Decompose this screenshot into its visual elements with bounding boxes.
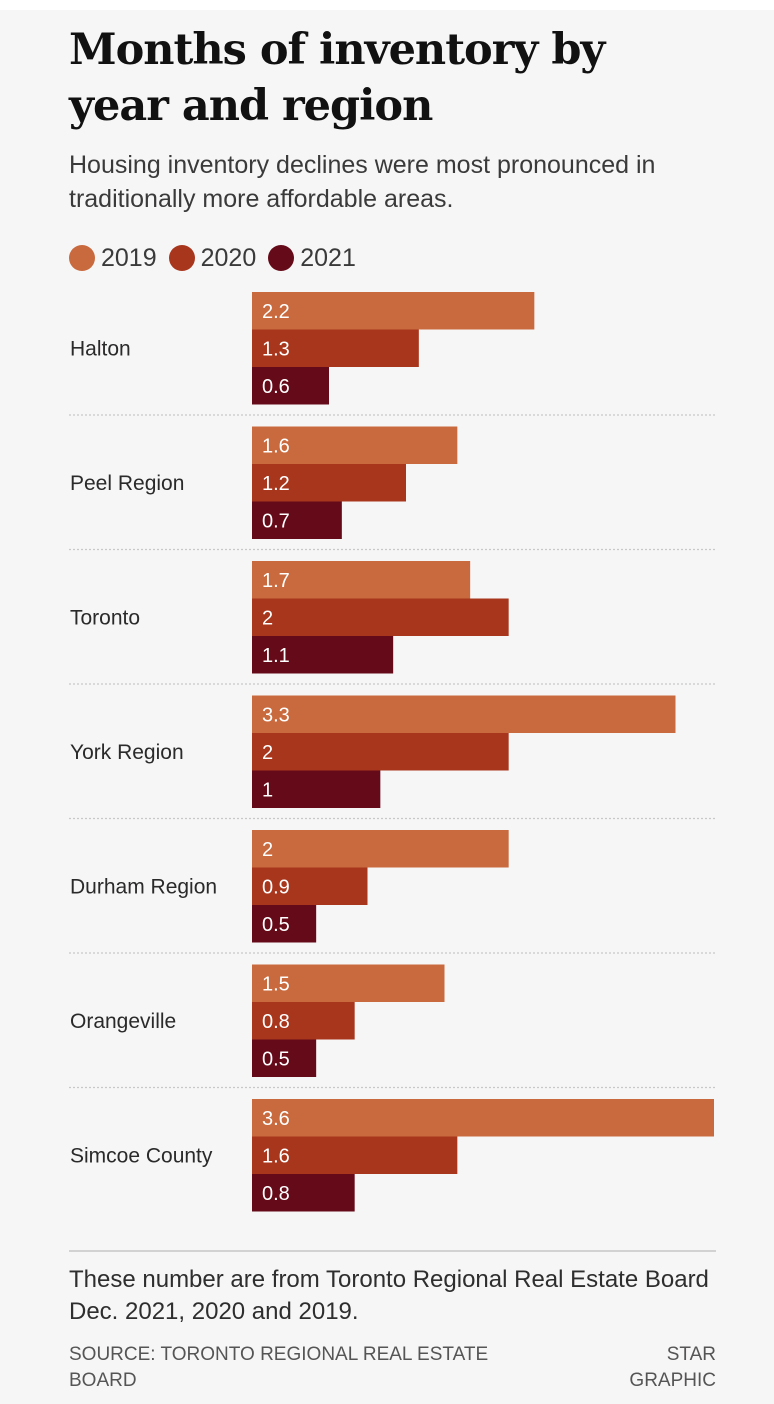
region-label: Peel Region — [70, 472, 184, 495]
bar-2021 — [252, 770, 381, 808]
chart-title: Months of inventory by year and region — [69, 25, 605, 131]
value-label-2020: 0.8 — [262, 1011, 290, 1033]
value-label-2020: 1.2 — [262, 473, 290, 495]
bar-2021 — [252, 905, 317, 943]
bar-2020 — [252, 329, 419, 367]
value-label-2019: 1.6 — [262, 435, 290, 457]
legend-item-2019: 2019 — [69, 244, 157, 273]
legend-swatch-2019 — [69, 245, 95, 271]
value-label-2019: 3.6 — [262, 1108, 290, 1130]
region-group-simcoe-county: Simcoe County 3.6 1.6 0.8 — [70, 1099, 714, 1212]
legend-swatch-2021 — [268, 245, 295, 271]
region-label: Simcoe County — [70, 1144, 213, 1167]
region-group-peel-region: Peel Region 1.6 1.2 0.7 — [69, 426, 715, 551]
value-label-2020: 2 — [262, 742, 273, 764]
bar-2021 — [252, 1174, 355, 1212]
value-label-2021: 0.5 — [262, 1048, 290, 1070]
bar-2019 — [252, 1099, 714, 1137]
region-label: Toronto — [70, 606, 140, 629]
legend-label-2019: 2019 — [101, 243, 157, 272]
region-group-orangeville: Orangeville 1.5 0.8 0.5 — [69, 964, 715, 1089]
value-label-2019: 1.5 — [262, 973, 290, 995]
value-label-2020: 1.6 — [262, 1145, 290, 1167]
bar-2019 — [252, 695, 676, 733]
value-label-2020: 2 — [262, 607, 273, 629]
value-label-2021: 1.1 — [262, 645, 290, 667]
value-label-2021: 0.7 — [262, 510, 290, 532]
source-row: SOURCE: TORONTO REGIONAL REAL ESTATE BOA… — [69, 1342, 716, 1394]
region-label: Orangeville — [70, 1010, 176, 1033]
value-label-2021: 0.5 — [262, 914, 290, 936]
bar-2021 — [252, 636, 394, 674]
bar-2019 — [252, 292, 535, 330]
bar-2020 — [252, 1136, 458, 1174]
value-label-2021: 1 — [262, 779, 273, 801]
value-label-2019: 3.3 — [262, 704, 290, 726]
legend-item-2020: 2020 — [168, 243, 257, 273]
bar-2019 — [252, 830, 509, 868]
legend-item-2021: 2021 — [268, 244, 356, 273]
bar-2020 — [252, 733, 509, 771]
source-text: SOURCE: TORONTO REGIONAL REAL ESTATE BOA… — [69, 1344, 489, 1391]
value-label-2020: 1.3 — [262, 338, 290, 360]
footer-note: These number are from Toronto Regional R… — [69, 1266, 709, 1325]
bar-2020 — [252, 867, 368, 905]
bar-2020 — [252, 598, 509, 636]
value-label-2021: 0.6 — [262, 376, 290, 398]
value-label-2021: 0.8 — [262, 1183, 290, 1205]
chart-subtitle: Housing inventory declines were most pro… — [69, 151, 656, 213]
footer: These number are from Toronto Regional R… — [69, 1250, 716, 1394]
region-group-york-region: York Region 3.3 2 1 — [69, 695, 715, 820]
legend-label-2021: 2021 — [300, 243, 356, 272]
bar-2020 — [252, 464, 406, 502]
region-label: Durham Region — [70, 875, 217, 898]
region-group-toronto: Toronto 1.7 2 1.1 — [69, 561, 715, 685]
value-label-2019: 1.7 — [262, 570, 290, 592]
bar-2021 — [252, 367, 329, 405]
region-group-halton: Halton 2.2 1.3 0.6 — [69, 292, 715, 416]
top-band — [0, 0, 774, 10]
region-label: York Region — [70, 741, 184, 764]
value-label-2019: 2 — [262, 839, 273, 861]
bar-2021 — [252, 501, 342, 539]
bar-2020 — [252, 1002, 355, 1040]
bar-2019 — [252, 426, 458, 464]
bar-2021 — [252, 1039, 317, 1077]
value-label-2020: 0.9 — [262, 876, 290, 898]
bar-2019 — [252, 561, 471, 599]
bar-chart: Halton 2.2 1.3 0.6 Peel Region 1.6 1.2 0.7 Toron… — [69, 292, 715, 1212]
credit-text: STAR GRAPHIC — [629, 1344, 716, 1391]
legend-swatch-2020 — [168, 245, 195, 271]
legend-label-2020: 2020 — [200, 243, 257, 272]
bar-2019 — [252, 964, 445, 1002]
value-label-2019: 2.2 — [262, 301, 290, 323]
chart-container: Months of inventory by year and region H… — [0, 22, 774, 278]
legend: 2019 2020 2021 — [69, 238, 716, 278]
region-label: Halton — [70, 337, 131, 360]
region-group-durham-region: Durham Region 2 0.9 0.5 — [69, 830, 715, 954]
